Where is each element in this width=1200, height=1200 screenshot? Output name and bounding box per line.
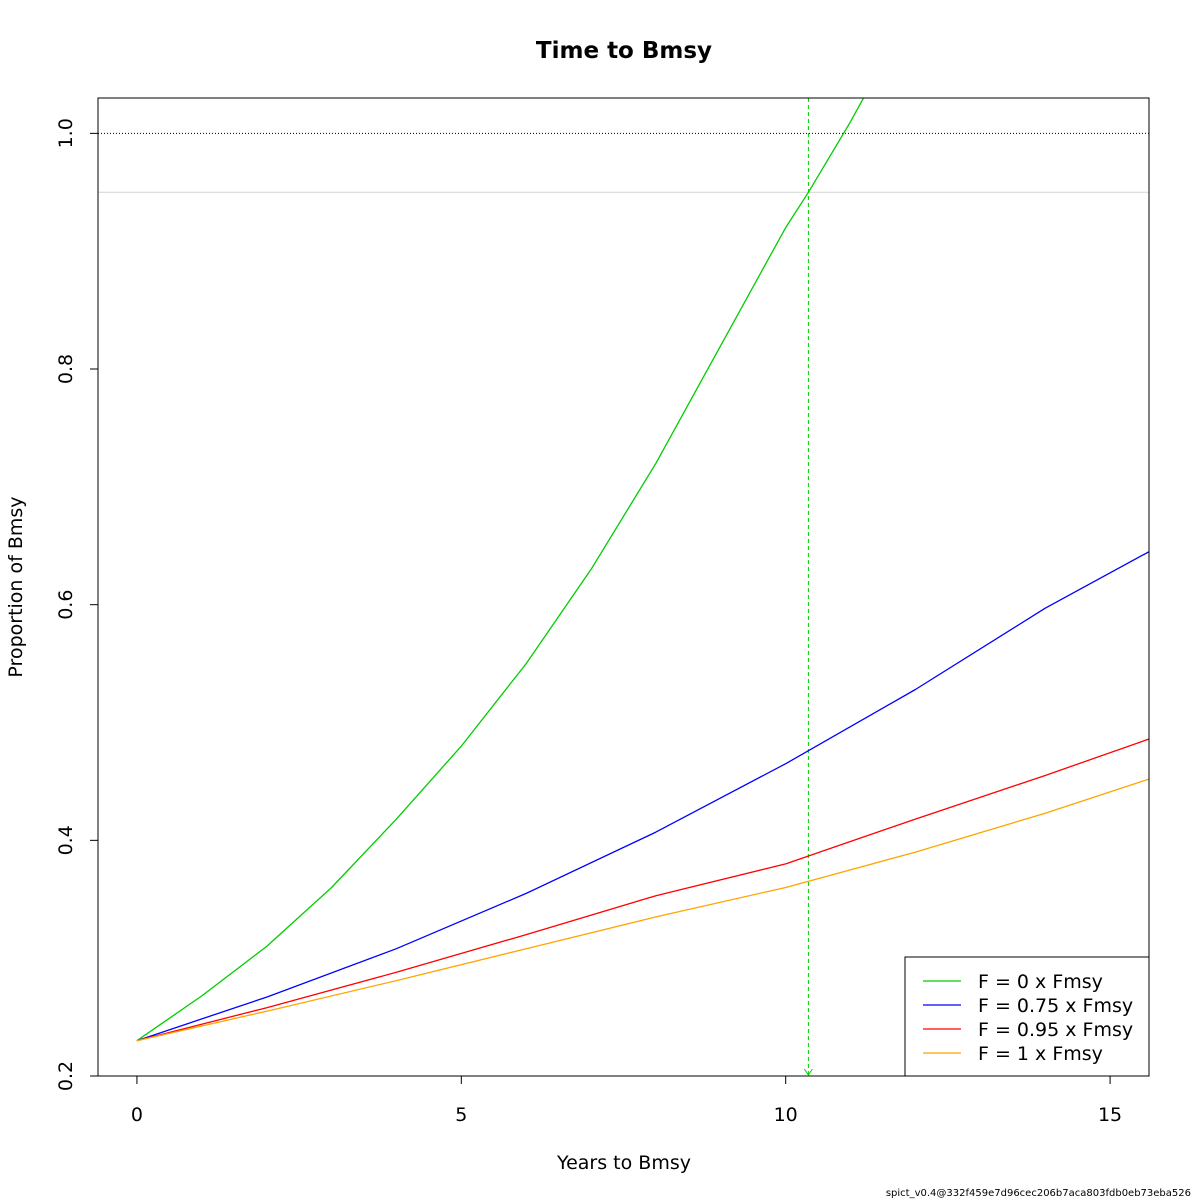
series-line-1	[136, 98, 865, 1042]
chart-title: Time to Bmsy	[536, 38, 712, 64]
legend-label: F = 1 x Fmsy	[978, 1043, 1103, 1065]
time-to-target-arrow	[803, 1068, 813, 1076]
y-tick-label: 0.8	[55, 354, 77, 384]
series-line-4	[136, 778, 1149, 1042]
legend-box	[904, 956, 1150, 1077]
y-tick-label: 1.0	[55, 118, 77, 148]
y-axis-label: Proportion of Bmsy	[5, 496, 27, 677]
y-tick-label: 0.6	[55, 590, 77, 620]
y-tick-label: 0.4	[55, 825, 77, 855]
x-tick-label: 15	[1098, 1104, 1122, 1126]
plot-frame	[97, 97, 1150, 1077]
x-axis-label: Years to Bmsy	[556, 1152, 691, 1174]
footer-note: spict_v0.4@332f459e7d96cec206b7aca803fdb…	[886, 1188, 1191, 1199]
x-axis: 0 5 10 15	[131, 1075, 1122, 1126]
y-axis: 0.2 0.4 0.6 0.8 1.0	[55, 118, 99, 1091]
x-tick-label: 10	[774, 1104, 798, 1126]
x-tick-label: 5	[455, 1104, 467, 1126]
legend-label: F = 0.95 x Fmsy	[978, 1019, 1133, 1041]
series-line-2	[136, 551, 1149, 1042]
legend-label: F = 0 x Fmsy	[978, 971, 1103, 993]
plot-area	[98, 98, 1149, 1076]
legend-label: F = 0.75 x Fmsy	[978, 995, 1133, 1017]
series-line-3	[136, 738, 1149, 1042]
y-tick-label: 0.2	[55, 1061, 77, 1091]
x-tick-label: 0	[131, 1104, 143, 1126]
plot-clip-group	[98, 98, 1149, 1076]
